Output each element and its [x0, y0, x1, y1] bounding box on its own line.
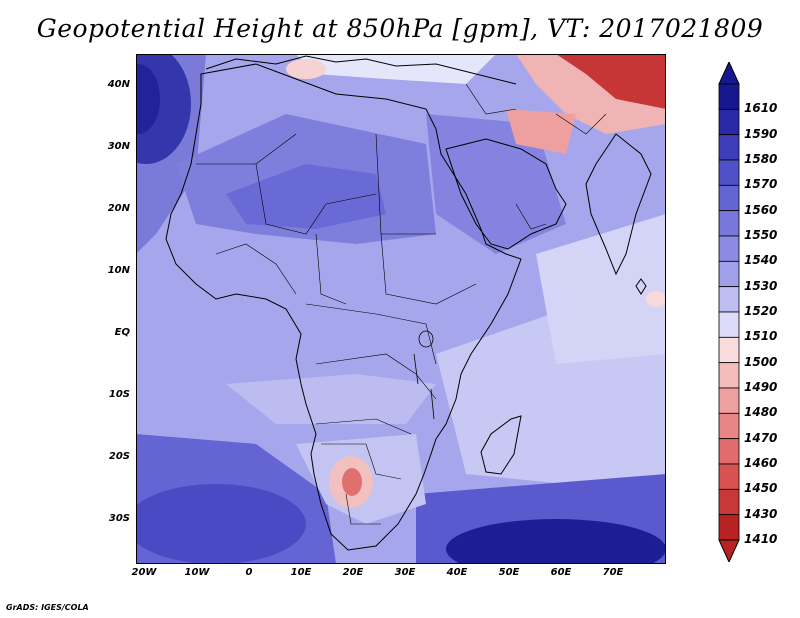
lake-malawi — [430, 388, 435, 420]
longitude-label: 10W — [184, 567, 210, 578]
border-line — [515, 203, 547, 230]
colorbar-swatch — [718, 83, 740, 110]
coastlines — [165, 55, 652, 551]
colorbar-level-label: 1480 — [744, 405, 778, 420]
latitude-label: 30S — [108, 513, 130, 524]
colorbar-swatch — [718, 438, 740, 465]
field-arabian-sea — [536, 214, 666, 364]
coastline-sri-lanka — [635, 278, 647, 295]
latitude-label: 20S — [108, 451, 130, 462]
colorbar-swatch — [718, 488, 740, 516]
latitude-label: EQ — [114, 327, 130, 338]
field-iran-low — [506, 109, 576, 154]
colorbar-level-label: 1490 — [744, 380, 778, 394]
longitude-label: 20W — [131, 567, 157, 578]
longitude-label: 50E — [498, 567, 520, 578]
longitude-label: 40E — [446, 567, 468, 578]
colorbar-level-label: 1560 — [744, 202, 778, 217]
lakes — [413, 330, 435, 420]
colorbar-swatch — [718, 463, 740, 490]
field-mediterranean-low — [286, 59, 326, 79]
colorbar-swatch — [718, 362, 740, 389]
longitude-label: 20E — [342, 567, 364, 578]
border-line — [465, 83, 517, 115]
colorbar-swatch — [718, 387, 740, 414]
longitude-label: 10E — [290, 567, 312, 578]
colorbar-swatch — [718, 336, 740, 364]
coastline-europe — [205, 55, 517, 85]
longitude-label: 0 — [245, 567, 253, 578]
colorbar-level-label: 1610 — [744, 101, 778, 116]
border-line — [315, 353, 437, 400]
border-line — [215, 243, 297, 295]
colorbar-swatch — [718, 235, 740, 262]
border-line — [321, 443, 402, 480]
colorbar-level-label: 1500 — [744, 354, 778, 369]
border-line — [380, 233, 477, 305]
colorbar-level-label: 1520 — [744, 304, 778, 318]
lake-victoria — [418, 330, 434, 348]
field-high-core-north-atlantic — [136, 64, 160, 134]
field-asia-low-core — [556, 54, 666, 109]
latitude-label: 30N — [107, 141, 130, 152]
colorbar-swatch — [718, 514, 740, 541]
field-sahara-core — [226, 164, 386, 229]
lake-tanganyika — [413, 353, 419, 385]
colorbar-level-label: 1580 — [744, 152, 778, 166]
field-south-indian-core — [446, 519, 666, 564]
border-line — [315, 418, 412, 435]
latitude-label: 10N — [107, 265, 130, 276]
colorbar-level-label: 1540 — [744, 253, 778, 268]
border-line — [315, 233, 347, 305]
field-south-atlantic-core — [136, 484, 306, 564]
field-kalahari-low-core — [342, 468, 362, 496]
colorbar-level-label: 1510 — [744, 329, 778, 344]
colorbar-level-label: 1460 — [744, 456, 778, 470]
colorbar-swatch — [718, 286, 740, 313]
field-middle-east — [426, 114, 566, 254]
coastline-arabia — [445, 138, 567, 250]
colorbar-swatch — [718, 311, 740, 338]
colorbar-level-label: 1470 — [744, 430, 778, 445]
coastline-africa — [165, 63, 522, 551]
geopotential-height-map — [136, 54, 666, 564]
coastline-madagascar — [480, 415, 522, 475]
border-line — [255, 163, 377, 235]
map-frame — [136, 54, 666, 564]
colorbar-level-label: 1530 — [744, 278, 778, 293]
colorbar-swatch — [718, 184, 740, 212]
colorbar-swatch — [718, 210, 740, 237]
colorbar-swatch — [718, 134, 740, 161]
border-line — [555, 113, 607, 135]
colorbar — [718, 62, 740, 562]
colorbar-swatch — [718, 108, 740, 136]
colorbar-swatch — [718, 159, 740, 186]
colorbar-level-label: 1590 — [744, 126, 778, 141]
colorbar-level-label: 1550 — [744, 228, 778, 242]
latitude-label: 10S — [108, 389, 130, 400]
colorbar-top-arrow — [718, 62, 740, 85]
colorbar-level-label: 1410 — [744, 532, 778, 546]
grads-credit: GrADS: IGES/COLA — [6, 603, 89, 612]
coastline-india — [585, 133, 652, 276]
latitude-label: 20N — [107, 203, 130, 214]
colorbar-level-label: 1450 — [744, 481, 778, 496]
colorbar-swatch — [718, 412, 740, 440]
longitude-label: 60E — [550, 567, 572, 578]
colorbar-level-label: 1430 — [744, 506, 778, 521]
longitude-label: 70E — [602, 567, 624, 578]
colorbar-level-label: 1570 — [744, 177, 778, 192]
longitude-label: 30E — [394, 567, 416, 578]
colorbar-swatch — [718, 260, 740, 288]
field-somali-light — [646, 291, 666, 307]
colorbar-bottom-arrow — [718, 539, 740, 562]
latitude-label: 40N — [107, 79, 130, 90]
map-title: Geopotential Height at 850hPa [gpm], VT:… — [36, 14, 764, 43]
field-equatorial-light — [226, 374, 436, 424]
border-line — [345, 493, 381, 525]
